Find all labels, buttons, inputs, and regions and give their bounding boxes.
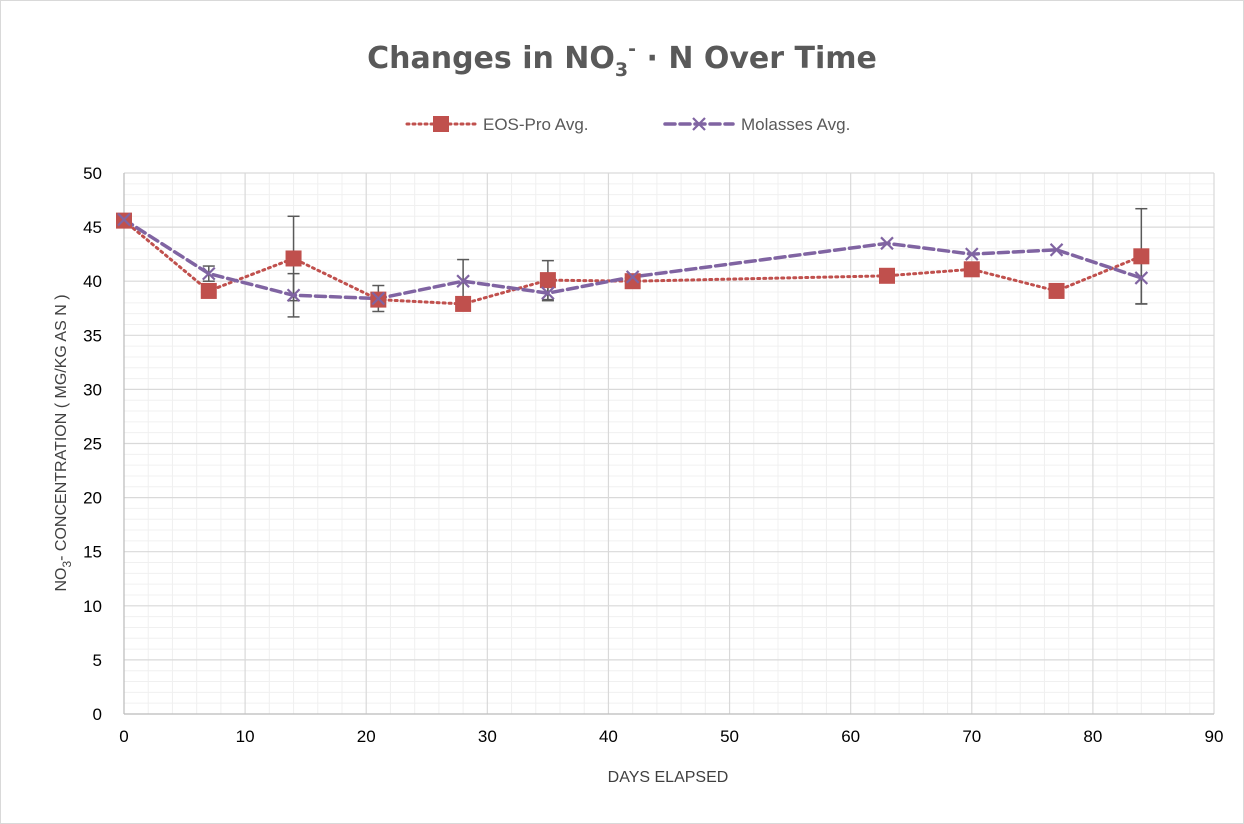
marker-stroke [692,117,706,131]
marker-stroke [541,286,555,300]
marker-stroke [1134,271,1149,285]
y-tick-label: 45 [83,218,102,237]
y-tick-label: 25 [83,435,102,454]
eos-pro-avg-point [539,272,556,289]
marker-stroke [201,266,216,281]
molasses-avg-point [964,247,979,261]
x-tick-label: 10 [236,727,255,746]
marker-stroke [625,270,640,284]
marker-stroke [117,212,131,227]
legend-label: Molasses Avg. [741,115,850,134]
y-tick-label: 15 [83,543,102,562]
x-tick-label: 0 [119,727,128,746]
marker-stroke [964,247,979,261]
axes [123,173,1214,715]
eos-pro-avg-point [879,267,895,284]
marker-stroke [1049,243,1064,257]
eos-pro-avg-point [963,261,980,278]
y-tick-label: 0 [93,705,102,724]
y-tick-label: 50 [83,164,102,183]
legend-label: EOS-Pro Avg. [483,115,589,134]
series-markers [116,212,1150,312]
molasses-avg-point [1049,243,1064,257]
y-tick-label: 40 [83,272,102,291]
x-tick-label: 60 [841,727,860,746]
molasses-avg-point [371,291,386,306]
y-tick-label: 5 [93,651,102,670]
x-tick-label: 20 [357,727,376,746]
y-tick-labels: 0 5 10 15 20 25 30 35 40 45 50 [83,164,102,724]
y-axis-title: NO3- CONCENTRATION ( MG/KG AS N ) [53,294,74,591]
molasses-avg-point [201,266,216,281]
x-tick-label: 30 [478,727,497,746]
marker-stroke [371,291,386,306]
eos-pro-avg-point [200,282,217,299]
y-tick-label: 20 [83,489,102,508]
marker-stroke [880,236,894,251]
x-tick-label: 90 [1205,727,1224,746]
molasses-avg-point [880,236,894,251]
x-tick-labels: 0 10 20 30 40 50 60 70 80 90 [119,727,1223,746]
marker-stroke [456,274,470,288]
molasses-avg-point [625,270,640,284]
x-tick-label: 80 [1083,727,1102,746]
molasses-avg-point [456,274,470,288]
eos-pro-avg-point [285,250,302,267]
legend-item-molasses-avg: Molasses Avg. [663,115,850,134]
eos-pro-avg-point [1133,248,1150,265]
x-tick-label: 70 [962,727,981,746]
molasses-avg-point [541,286,555,300]
eos-pro-avg-point [1048,282,1065,299]
molasses-avg-point [286,288,301,303]
x-tick-label: 50 [720,727,739,746]
x-tick-label: 40 [599,727,618,746]
y-tick-label: 35 [83,326,102,345]
legend-marker [692,117,706,131]
molasses-avg-point [1134,271,1149,285]
eos-pro-avg-point [624,273,641,290]
y-tick-label: 10 [83,597,102,616]
eos-pro-avg-point [455,295,472,312]
legend: EOS-Pro Avg. Molasses Avg. [405,115,850,134]
chart-title: Changes in NO3- · N Over Time [367,38,877,81]
x-axis-title: DAYS ELAPSED [608,769,729,786]
marker-stroke [286,288,301,303]
legend-marker [433,116,449,132]
y-tick-label: 30 [83,380,102,399]
molasses-avg-point [117,212,131,227]
legend-item-eos-pro-avg: EOS-Pro Avg. [405,115,589,134]
